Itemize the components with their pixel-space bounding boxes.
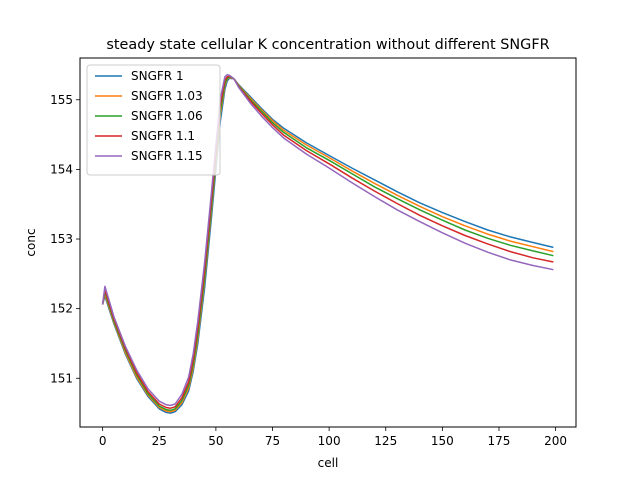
y-tick-label: 151 (50, 371, 73, 385)
axes-frame (79, 57, 577, 428)
x-tick-label: 125 (374, 434, 397, 448)
series-line-3 (101, 76, 554, 412)
legend: SNGFR 1 SNGFR 1.03 SNGFR 1.06 SNGFR 1.1 SNGF… (86, 64, 221, 176)
y-tick-label: 154 (50, 162, 73, 176)
legend-label-2: SNGFR 1.03 (131, 89, 203, 103)
legend-label-4: SNGFR 1.1 (131, 129, 195, 143)
legend-label-5: SNGFR 1.15 (131, 149, 203, 163)
x-tick-label: 100 (318, 434, 341, 448)
x-tick-label: 0 (99, 434, 107, 448)
series-line-4 (101, 75, 554, 409)
legend-box (86, 64, 221, 176)
x-axis: 0 25 50 75 100 125 150 175 200 (99, 427, 567, 448)
chart-title: steady state cellular K concentration wi… (106, 37, 549, 53)
legend-label-1: SNGFR 1 (131, 69, 184, 83)
x-tick-label: 25 (152, 434, 167, 448)
x-tick-label: 75 (265, 434, 280, 448)
legend-label-3: SNGFR 1.06 (131, 109, 203, 123)
series-line-5 (101, 73, 554, 407)
x-tick-label: 200 (544, 434, 567, 448)
x-tick-label: 150 (431, 434, 454, 448)
x-axis-label: cell (318, 456, 339, 470)
y-axis-label: conc (24, 228, 38, 256)
y-tick-label: 153 (50, 232, 73, 246)
y-axis: 151 152 153 154 155 (50, 93, 80, 385)
x-tick-label: 50 (208, 434, 223, 448)
y-tick-label: 155 (50, 93, 73, 107)
series-layer (101, 73, 554, 414)
x-tick-label: 175 (488, 434, 511, 448)
y-tick-label: 152 (50, 302, 73, 316)
